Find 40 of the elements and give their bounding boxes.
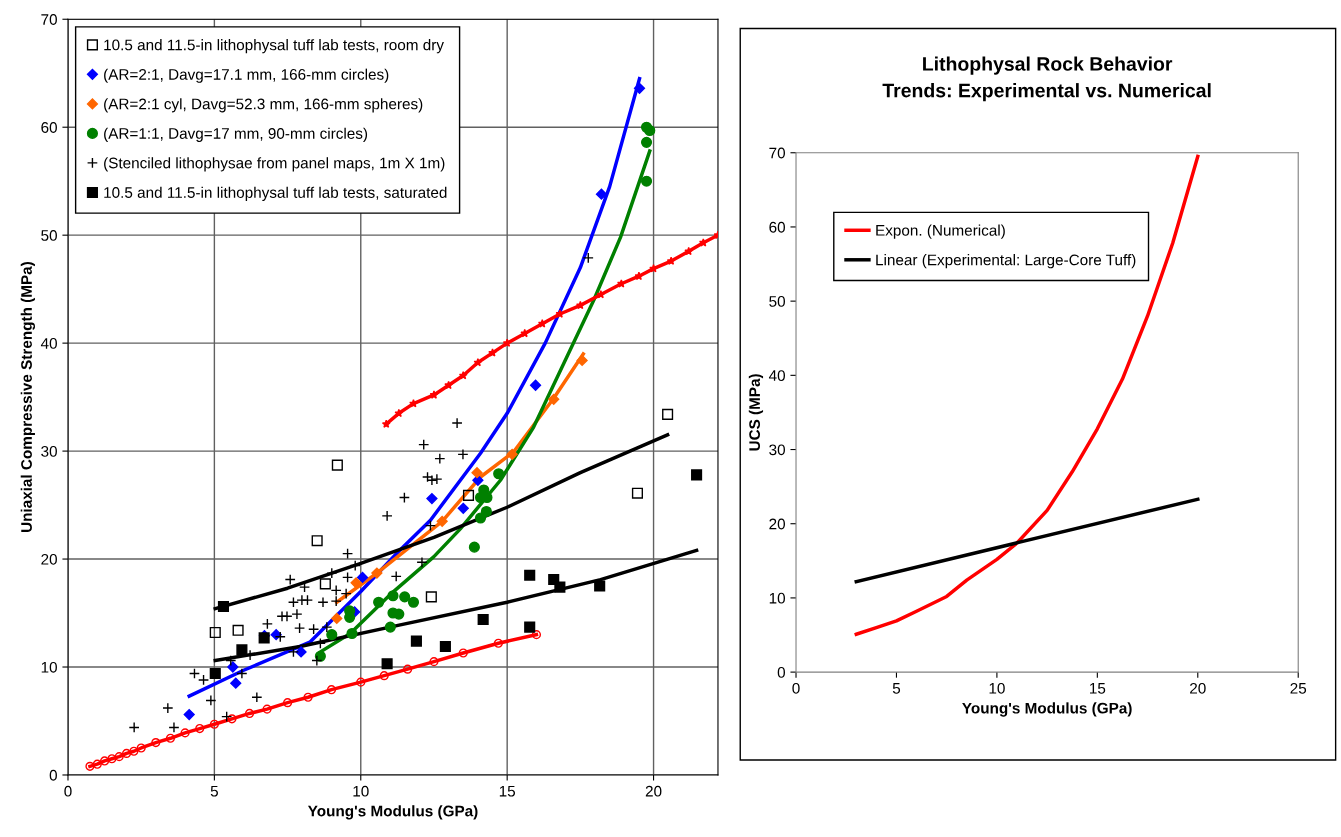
x-tick-label: 0 xyxy=(64,785,72,797)
legend-label: Expon. (Numerical) xyxy=(876,224,1005,239)
y-tick-label: 60 xyxy=(769,221,786,233)
y-tick-label: 60 xyxy=(41,122,57,133)
y-tick-label: 70 xyxy=(41,14,57,25)
y-tick-label: 10 xyxy=(769,592,786,604)
x-tick-label: 10 xyxy=(353,785,369,797)
legend-label: 10.5 and 11.5-in lithophysal tuff lab tests, saturated xyxy=(104,186,447,201)
legend-label: 10.5 and 11.5-in lithophysal tuff lab tests, room dry xyxy=(104,39,444,54)
legend-label: (Stenciled lithophysae from panel maps, 1m X 1m) xyxy=(104,157,445,172)
y-tick-label: 0 xyxy=(777,666,785,678)
legend-label: (AR=1:1, Davg=17 mm, 90-mm circles) xyxy=(104,127,368,142)
y-tick-label: 10 xyxy=(41,661,57,673)
y-tick-label: 30 xyxy=(41,445,57,457)
y-tick-label: 30 xyxy=(769,444,786,456)
y-tick-label: 50 xyxy=(41,230,57,241)
x-tick-label: 15 xyxy=(1090,683,1106,694)
x-tick-label: 25 xyxy=(1290,682,1307,694)
y-tick-label: 0 xyxy=(49,769,57,781)
y-tick-label: 70 xyxy=(769,147,786,159)
y-tick-label: 20 xyxy=(41,553,57,565)
x-tick-label: 15 xyxy=(499,785,516,797)
x-axis-title: Young's Modulus (GPa) xyxy=(307,805,478,820)
y-axis-title: UCS (MPa) xyxy=(748,374,764,451)
legend-label: (AR=2:1 cyl, Davg=52.3 mm, 166-mm spheres) xyxy=(104,98,423,113)
y-axis-title: Uniaxial Compressive Strength (MPa) xyxy=(20,262,36,533)
y-tick-label: 40 xyxy=(40,338,57,349)
y-tick-label: 20 xyxy=(769,518,786,530)
legend-label: Linear (Experimental: Large-Core Tuff) xyxy=(876,254,1136,269)
x-tick-label: 5 xyxy=(210,785,218,797)
x-axis-title: Young's Modulus (GPa) xyxy=(962,702,1132,717)
x-tick-label: 20 xyxy=(1190,682,1206,694)
x-tick-label: 10 xyxy=(989,682,1005,694)
y-tick-label: 40 xyxy=(768,370,786,382)
chart-title: Lithophysal Rock Behavior Trends: Experimental vs. Numerical xyxy=(882,56,1211,102)
y-tick-label: 50 xyxy=(769,296,786,307)
x-tick-label: 20 xyxy=(645,785,662,797)
x-tick-label: 0 xyxy=(792,682,800,694)
x-tick-label: 5 xyxy=(892,683,901,694)
legend-label: (AR=2:1, Davg=17.1 mm, 166-mm circles) xyxy=(104,68,389,83)
